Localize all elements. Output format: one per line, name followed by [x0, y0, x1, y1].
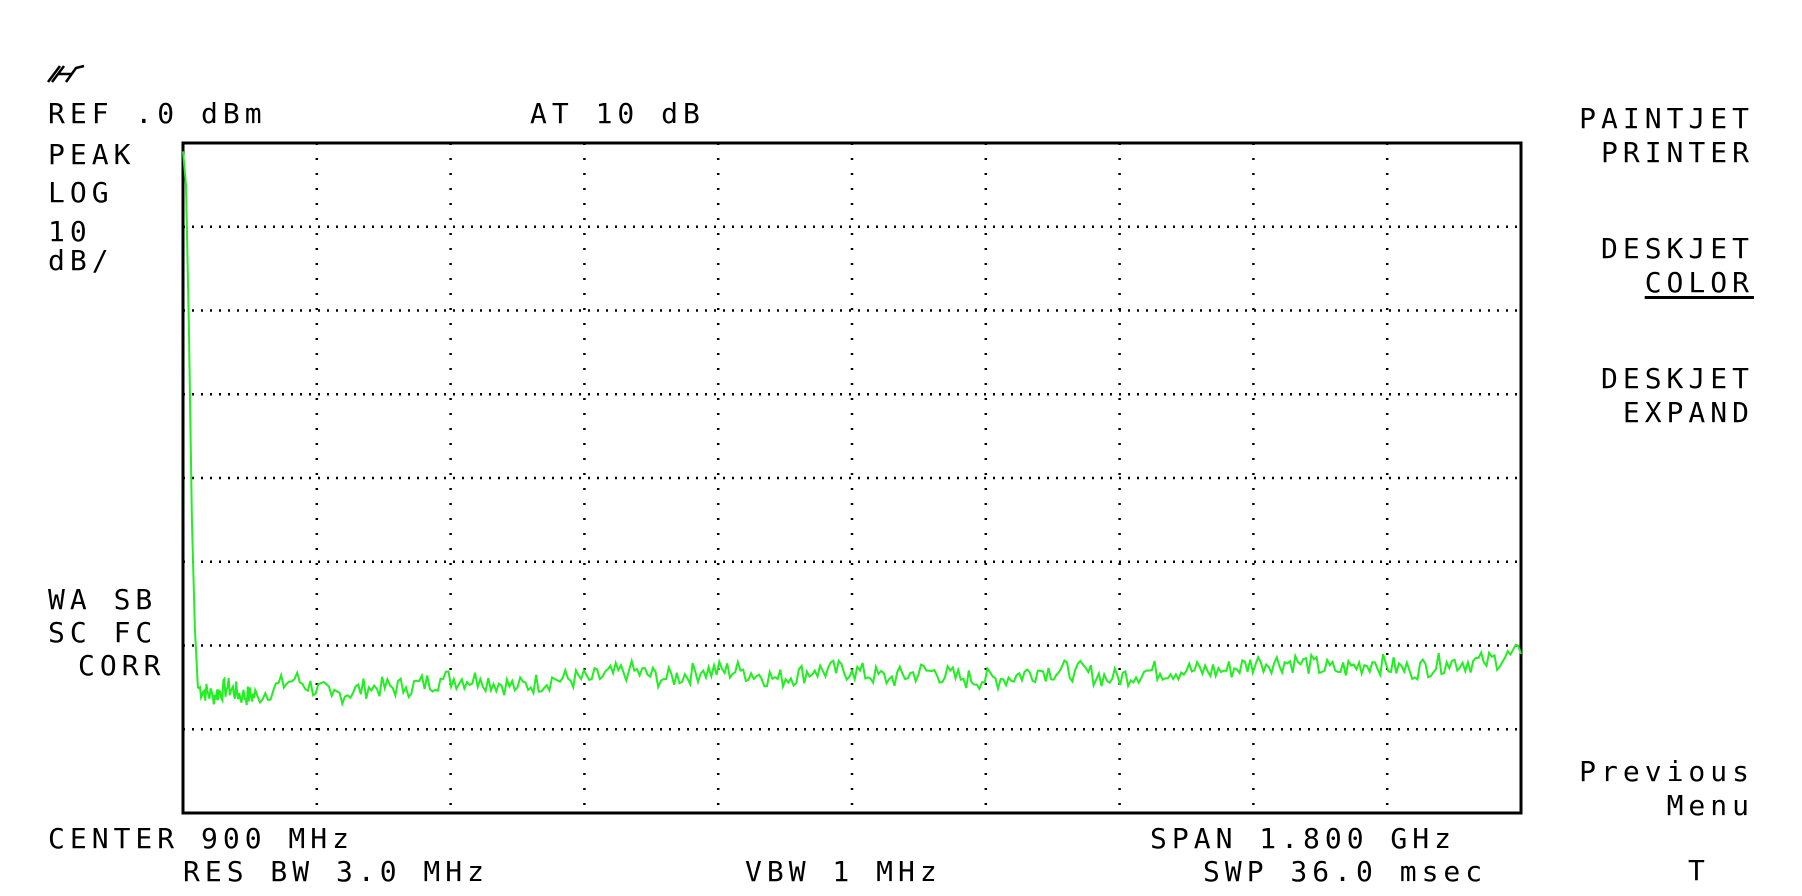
attenuation: AT 10 dB — [530, 97, 705, 130]
video-bandwidth: VBW 1 MHz — [745, 855, 942, 888]
trigger-status: T — [1688, 854, 1710, 887]
scale-value: 10 — [48, 215, 92, 248]
hp-logo-icon — [47, 64, 85, 83]
graticule — [183, 143, 1521, 813]
softkey-label: PAINTJET — [1579, 102, 1754, 135]
softkey-label: Previous — [1579, 755, 1754, 788]
reference-level: REF .0 dBm — [48, 97, 267, 130]
frequency-span: SPAN 1.800 GHz — [1150, 822, 1457, 855]
softkey-label: DESKJET — [1600, 232, 1754, 265]
plot-frame — [181, 141, 1523, 815]
trace-layer — [182, 151, 1522, 708]
scale-unit: dB/ — [48, 244, 114, 277]
softkey-label: EXPAND — [1622, 396, 1754, 429]
softkey-paintjet-printer[interactable]: PAINTJET PRINTER — [1579, 102, 1754, 170]
spectrum-trace — [182, 151, 1522, 708]
softkey-label: PRINTER — [1600, 136, 1754, 169]
center-frequency: CENTER 900 MHz — [48, 822, 355, 855]
annotation-corr: CORR — [78, 649, 166, 682]
annotation-sc-fc: SC FC — [48, 616, 158, 649]
annotation-wa-sb: WA SB — [48, 583, 158, 616]
detector-mode: PEAK — [48, 138, 136, 171]
softkey-label: Menu — [1666, 789, 1754, 822]
sweep-time: SWP 36.0 msec — [1203, 855, 1488, 888]
resolution-bandwidth: RES BW 3.0 MHz — [183, 855, 490, 888]
softkey-label: DESKJET — [1600, 362, 1754, 395]
softkey-deskjet-color[interactable]: DESKJET COLOR — [1601, 232, 1754, 300]
softkey-label-selected: COLOR — [1644, 266, 1754, 299]
softkey-previous-menu[interactable]: Previous Menu — [1579, 755, 1754, 823]
softkey-deskjet-expand[interactable]: DESKJET EXPAND — [1601, 362, 1754, 430]
scale-mode: LOG — [48, 176, 114, 209]
